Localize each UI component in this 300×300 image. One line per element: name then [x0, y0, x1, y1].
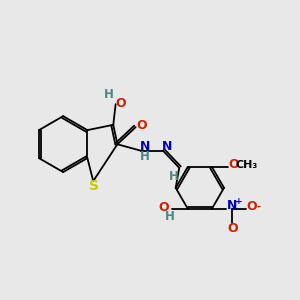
Text: H: H [165, 211, 175, 224]
Text: -: - [256, 201, 260, 212]
Text: H: H [140, 150, 150, 163]
Text: O: O [158, 201, 169, 214]
Text: N: N [140, 140, 150, 153]
Text: O: O [116, 97, 126, 110]
Text: S: S [89, 179, 99, 194]
Text: N: N [227, 199, 237, 212]
Text: +: + [236, 197, 243, 206]
Text: H: H [104, 88, 114, 101]
Text: O: O [227, 222, 238, 235]
Text: O: O [247, 200, 257, 213]
Text: O: O [229, 158, 239, 171]
Text: CH₃: CH₃ [236, 160, 258, 170]
Text: O: O [137, 119, 147, 132]
Text: H: H [168, 169, 178, 183]
Text: N: N [162, 140, 172, 153]
